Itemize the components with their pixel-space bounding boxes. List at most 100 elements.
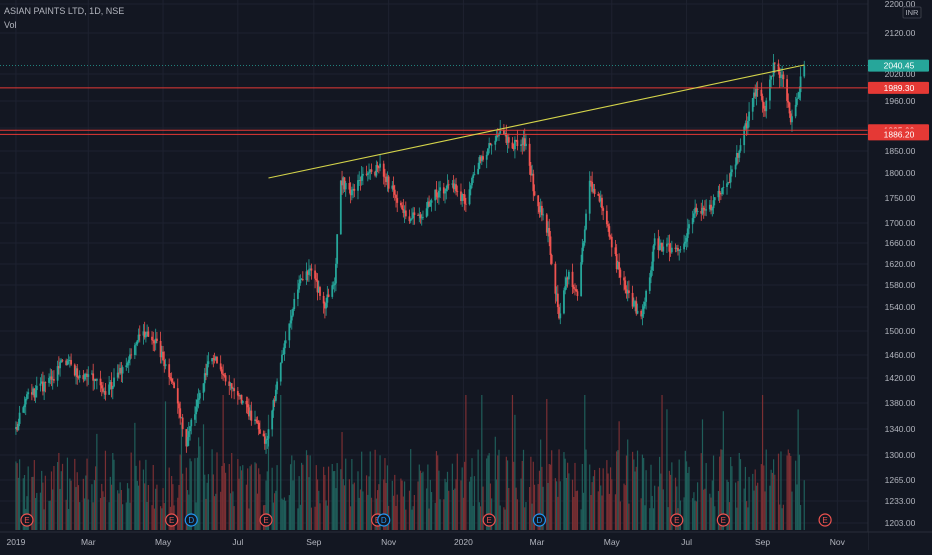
candle-body[interactable] xyxy=(696,211,699,213)
candle-body[interactable] xyxy=(284,340,287,344)
candle-body[interactable] xyxy=(198,392,201,399)
candle-body[interactable] xyxy=(631,292,634,307)
candle-body[interactable] xyxy=(434,189,437,201)
candle-body[interactable] xyxy=(576,291,579,297)
candle-body[interactable] xyxy=(273,400,276,401)
candle-body[interactable] xyxy=(773,62,776,64)
candle-body[interactable] xyxy=(104,391,107,395)
candle-body[interactable] xyxy=(602,208,605,211)
candle-body[interactable] xyxy=(301,279,304,281)
candle-body[interactable] xyxy=(429,202,432,207)
candle-body[interactable] xyxy=(685,237,688,242)
candle-body[interactable] xyxy=(686,228,689,238)
candle-body[interactable] xyxy=(565,277,568,287)
candle-body[interactable] xyxy=(712,200,715,209)
candle-body[interactable] xyxy=(461,194,464,202)
candle-body[interactable] xyxy=(111,386,114,389)
candle-body[interactable] xyxy=(293,298,296,310)
candle-body[interactable] xyxy=(322,295,325,304)
candle-body[interactable] xyxy=(590,180,592,182)
candle-body[interactable] xyxy=(202,383,205,393)
candle-body[interactable] xyxy=(171,381,174,383)
candle-body[interactable] xyxy=(120,367,123,374)
candle-body[interactable] xyxy=(516,140,519,146)
candle-body[interactable] xyxy=(471,177,473,186)
candle-body[interactable] xyxy=(94,379,97,381)
candle-body[interactable] xyxy=(299,279,302,284)
candle-body[interactable] xyxy=(563,290,565,314)
candle-body[interactable] xyxy=(442,187,445,194)
candle-body[interactable] xyxy=(265,440,267,444)
candle-body[interactable] xyxy=(240,394,243,404)
candle-body[interactable] xyxy=(236,391,239,396)
candle-body[interactable] xyxy=(710,204,712,211)
candle-body[interactable] xyxy=(319,287,321,296)
candle-body[interactable] xyxy=(282,354,285,355)
candle-body[interactable] xyxy=(91,373,93,375)
candle-body[interactable] xyxy=(452,183,455,190)
earnings-marker[interactable]: E xyxy=(670,513,684,527)
candle-body[interactable] xyxy=(772,62,775,77)
candle-body[interactable] xyxy=(350,189,353,196)
candle-body[interactable] xyxy=(95,378,98,381)
candle-body[interactable] xyxy=(657,238,660,250)
candle-body[interactable] xyxy=(411,218,413,220)
candle-body[interactable] xyxy=(61,360,64,362)
candle-body[interactable] xyxy=(239,394,242,397)
candle-body[interactable] xyxy=(99,378,102,386)
candle-body[interactable] xyxy=(78,375,81,378)
dividend-marker[interactable]: D xyxy=(532,513,547,527)
price-axis[interactable]: 1203.00 1233.00 1265.00 1300.00 1340.00 1380.… xyxy=(867,0,932,550)
candle-body[interactable] xyxy=(675,247,678,249)
candle-body[interactable] xyxy=(66,361,69,366)
candle-body[interactable] xyxy=(688,224,690,229)
earnings-marker[interactable]: E xyxy=(20,513,34,527)
candle-body[interactable] xyxy=(701,207,704,214)
candle-body[interactable] xyxy=(731,169,733,173)
candle-body[interactable] xyxy=(152,340,155,341)
candle-body[interactable] xyxy=(267,429,270,439)
candle-body[interactable] xyxy=(276,381,278,390)
candle-body[interactable] xyxy=(558,307,560,319)
candle-body[interactable] xyxy=(618,262,621,270)
candle-body[interactable] xyxy=(770,75,773,80)
candle-body[interactable] xyxy=(257,422,260,430)
candle-body[interactable] xyxy=(522,138,525,146)
candle-body[interactable] xyxy=(529,165,532,176)
candle-body[interactable] xyxy=(51,379,54,380)
candle-body[interactable] xyxy=(223,374,226,376)
candle-body[interactable] xyxy=(521,144,524,146)
candle-body[interactable] xyxy=(349,189,352,196)
candle-body[interactable] xyxy=(781,74,784,77)
candle-body[interactable] xyxy=(130,354,133,356)
candle-body[interactable] xyxy=(247,407,250,417)
candle-body[interactable] xyxy=(138,334,141,336)
candle-body[interactable] xyxy=(186,437,189,447)
candle-body[interactable] xyxy=(662,246,665,252)
last-price-label[interactable]: 2040.45 xyxy=(868,59,929,72)
candle-body[interactable] xyxy=(213,358,216,361)
candle-body[interactable] xyxy=(30,392,33,395)
candle-body[interactable] xyxy=(335,263,337,284)
candle-body[interactable] xyxy=(794,104,797,117)
candle-body[interactable] xyxy=(170,378,173,382)
candle-body[interactable] xyxy=(332,284,335,286)
candle-body[interactable] xyxy=(478,157,481,169)
candle-body[interactable] xyxy=(417,215,419,216)
candle-body[interactable] xyxy=(137,334,140,341)
candle-body[interactable] xyxy=(250,410,253,421)
candle-body[interactable] xyxy=(495,135,498,141)
candle-body[interactable] xyxy=(469,185,472,190)
candle-body[interactable] xyxy=(545,214,548,233)
candle-body[interactable] xyxy=(625,289,628,294)
candle-body[interactable] xyxy=(505,133,508,143)
candle-body[interactable] xyxy=(444,191,446,194)
candle-body[interactable] xyxy=(232,388,234,390)
candle-body[interactable] xyxy=(32,388,35,395)
candle-body[interactable] xyxy=(581,247,584,263)
candle-body[interactable] xyxy=(159,340,162,358)
candle-body[interactable] xyxy=(435,189,438,197)
candle-body[interactable] xyxy=(485,154,488,160)
candle-body[interactable] xyxy=(592,188,595,192)
